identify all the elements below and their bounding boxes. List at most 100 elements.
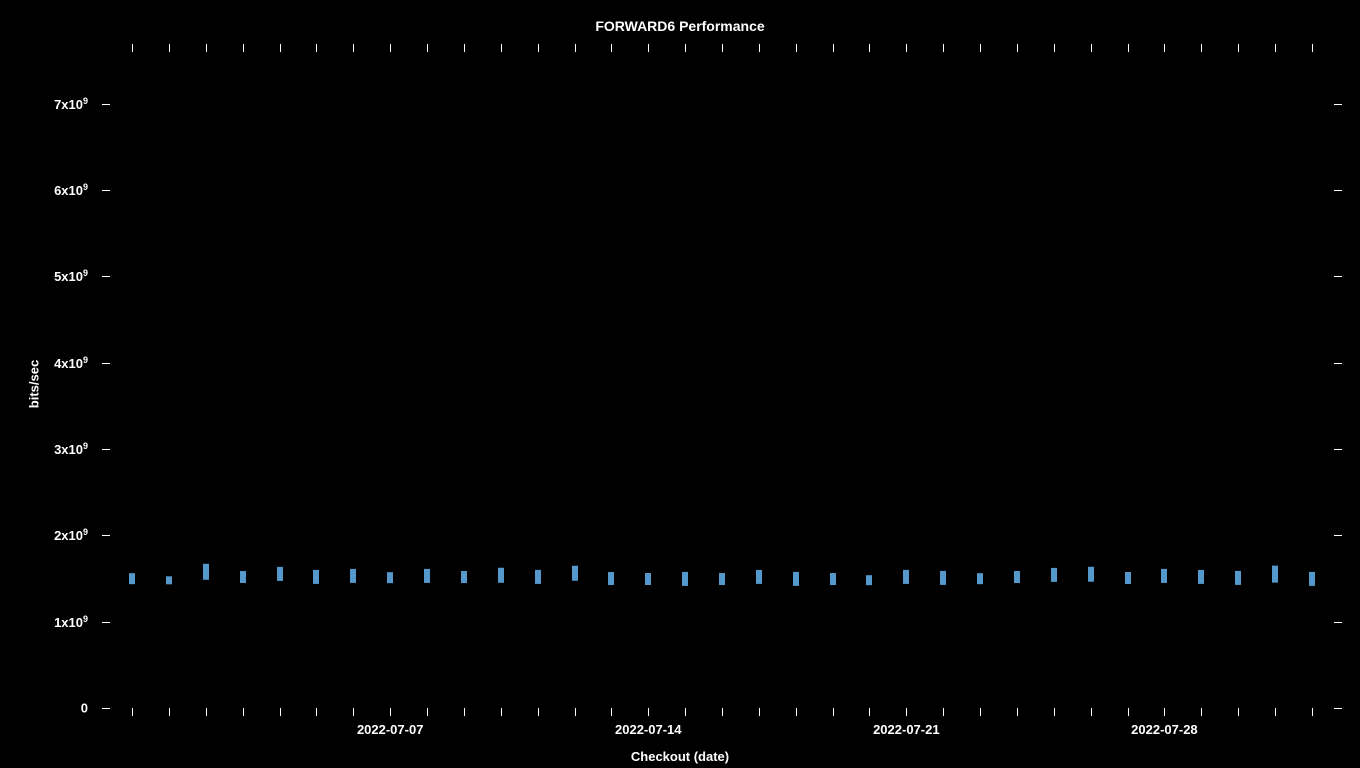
data-marker bbox=[608, 572, 614, 584]
data-point bbox=[830, 573, 836, 585]
x-tick-mark bbox=[685, 44, 686, 52]
data-point bbox=[461, 571, 467, 583]
chart-title: FORWARD6 Performance bbox=[595, 18, 764, 34]
data-point bbox=[166, 576, 172, 585]
data-point bbox=[387, 573, 393, 583]
x-tick-mark bbox=[132, 708, 133, 716]
y-tick-label: 4x109 bbox=[54, 355, 88, 371]
x-tick-mark bbox=[1275, 44, 1276, 52]
data-point bbox=[756, 570, 762, 584]
x-tick-mark bbox=[1238, 44, 1239, 52]
data-point bbox=[1125, 572, 1131, 584]
x-tick-mark bbox=[353, 44, 354, 52]
x-tick-mark bbox=[869, 708, 870, 716]
x-tick-mark bbox=[759, 708, 760, 716]
data-marker bbox=[645, 573, 651, 585]
x-tick-label: 2022-07-07 bbox=[357, 722, 424, 737]
data-point bbox=[1014, 571, 1020, 583]
data-point bbox=[645, 573, 651, 585]
data-marker bbox=[756, 570, 762, 584]
x-tick-mark bbox=[1164, 708, 1165, 716]
x-tick-mark bbox=[206, 708, 207, 716]
data-marker bbox=[1051, 568, 1057, 582]
data-point bbox=[203, 564, 209, 580]
y-tick-mark bbox=[102, 535, 110, 536]
x-tick-mark bbox=[869, 44, 870, 52]
x-tick-mark bbox=[575, 44, 576, 52]
data-marker bbox=[498, 567, 504, 583]
data-marker bbox=[903, 570, 909, 584]
y-axis-label: bits/sec bbox=[27, 360, 42, 408]
y-tick-mark bbox=[1334, 363, 1342, 364]
y-tick-mark bbox=[102, 190, 110, 191]
x-tick-mark bbox=[316, 708, 317, 716]
data-point bbox=[1088, 566, 1094, 582]
x-tick-mark bbox=[575, 708, 576, 716]
y-tick-label: 5x109 bbox=[54, 268, 88, 284]
x-tick-mark bbox=[353, 708, 354, 716]
x-tick-mark bbox=[685, 708, 686, 716]
y-tick-mark bbox=[102, 363, 110, 364]
data-point bbox=[1309, 572, 1315, 586]
data-marker bbox=[1309, 572, 1315, 586]
x-tick-mark bbox=[1091, 44, 1092, 52]
x-tick-label: 2022-07-21 bbox=[873, 722, 940, 737]
data-marker bbox=[682, 572, 688, 586]
data-marker bbox=[1198, 570, 1204, 584]
data-point bbox=[240, 571, 246, 583]
x-axis-label: Checkout (date) bbox=[631, 749, 729, 764]
data-point bbox=[1272, 566, 1278, 583]
data-marker bbox=[277, 567, 283, 581]
y-tick-mark bbox=[102, 276, 110, 277]
y-tick-label: 2x109 bbox=[54, 527, 88, 543]
x-tick-mark bbox=[427, 708, 428, 716]
x-tick-mark bbox=[1201, 44, 1202, 52]
data-point bbox=[940, 571, 946, 585]
x-tick-mark bbox=[1312, 708, 1313, 716]
x-tick-label: 2022-07-28 bbox=[1131, 722, 1198, 737]
x-tick-mark bbox=[1312, 44, 1313, 52]
y-tick-mark bbox=[1334, 708, 1342, 709]
x-tick-mark bbox=[501, 44, 502, 52]
x-tick-mark bbox=[1054, 44, 1055, 52]
data-marker bbox=[940, 571, 946, 585]
data-point bbox=[1235, 571, 1241, 585]
data-marker bbox=[350, 569, 356, 583]
x-tick-mark bbox=[538, 708, 539, 716]
x-tick-mark bbox=[1091, 708, 1092, 716]
x-tick-mark bbox=[1017, 708, 1018, 716]
data-point bbox=[608, 572, 614, 584]
x-tick-mark bbox=[243, 44, 244, 52]
plot-area: 01x1092x1093x1094x1095x1096x1097x1092022… bbox=[110, 52, 1334, 708]
data-point bbox=[277, 567, 283, 581]
data-marker bbox=[387, 573, 393, 583]
y-tick-label: 0 bbox=[81, 701, 88, 716]
x-tick-mark bbox=[796, 708, 797, 716]
x-tick-mark bbox=[1128, 44, 1129, 52]
data-point bbox=[719, 573, 725, 585]
data-marker bbox=[129, 573, 135, 583]
performance-chart: FORWARD6 Performance bits/sec Checkout (… bbox=[0, 0, 1360, 768]
x-tick-mark bbox=[1054, 708, 1055, 716]
x-tick-mark bbox=[722, 44, 723, 52]
x-tick-mark bbox=[1275, 708, 1276, 716]
x-tick-mark bbox=[316, 44, 317, 52]
data-marker bbox=[424, 569, 430, 583]
data-point bbox=[866, 575, 872, 585]
data-point bbox=[682, 572, 688, 586]
x-tick-mark bbox=[1201, 708, 1202, 716]
x-tick-mark bbox=[280, 44, 281, 52]
x-tick-mark bbox=[796, 44, 797, 52]
x-tick-mark bbox=[280, 708, 281, 716]
x-tick-mark bbox=[943, 44, 944, 52]
y-tick-label: 6x109 bbox=[54, 182, 88, 198]
data-point bbox=[424, 569, 430, 583]
x-tick-mark bbox=[1238, 708, 1239, 716]
data-marker bbox=[203, 564, 209, 580]
x-tick-mark bbox=[833, 44, 834, 52]
data-marker bbox=[830, 573, 836, 585]
x-tick-mark bbox=[132, 44, 133, 52]
x-tick-mark bbox=[648, 708, 649, 716]
data-point bbox=[1051, 568, 1057, 582]
x-tick-mark bbox=[722, 708, 723, 716]
